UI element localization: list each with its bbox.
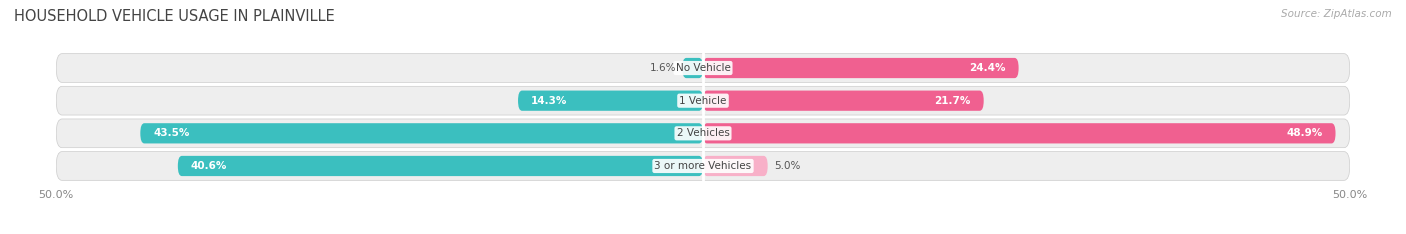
FancyBboxPatch shape xyxy=(703,123,1336,143)
Text: 40.6%: 40.6% xyxy=(191,161,228,171)
Text: 1 Vehicle: 1 Vehicle xyxy=(679,96,727,106)
FancyBboxPatch shape xyxy=(177,156,703,176)
Text: 14.3%: 14.3% xyxy=(531,96,568,106)
Text: 5.0%: 5.0% xyxy=(775,161,800,171)
FancyBboxPatch shape xyxy=(141,123,703,143)
Text: 2 Vehicles: 2 Vehicles xyxy=(676,128,730,138)
Text: Source: ZipAtlas.com: Source: ZipAtlas.com xyxy=(1281,9,1392,19)
FancyBboxPatch shape xyxy=(56,86,1350,115)
Text: 21.7%: 21.7% xyxy=(935,96,970,106)
FancyBboxPatch shape xyxy=(56,119,1350,148)
FancyBboxPatch shape xyxy=(56,152,1350,180)
FancyBboxPatch shape xyxy=(682,58,703,78)
Text: 1.6%: 1.6% xyxy=(650,63,676,73)
FancyBboxPatch shape xyxy=(517,91,703,111)
Text: 48.9%: 48.9% xyxy=(1286,128,1323,138)
Text: 43.5%: 43.5% xyxy=(153,128,190,138)
FancyBboxPatch shape xyxy=(56,54,1350,82)
FancyBboxPatch shape xyxy=(703,156,768,176)
FancyBboxPatch shape xyxy=(703,91,984,111)
Text: No Vehicle: No Vehicle xyxy=(675,63,731,73)
Text: 3 or more Vehicles: 3 or more Vehicles xyxy=(654,161,752,171)
Text: 24.4%: 24.4% xyxy=(969,63,1005,73)
Text: HOUSEHOLD VEHICLE USAGE IN PLAINVILLE: HOUSEHOLD VEHICLE USAGE IN PLAINVILLE xyxy=(14,9,335,24)
FancyBboxPatch shape xyxy=(703,58,1018,78)
